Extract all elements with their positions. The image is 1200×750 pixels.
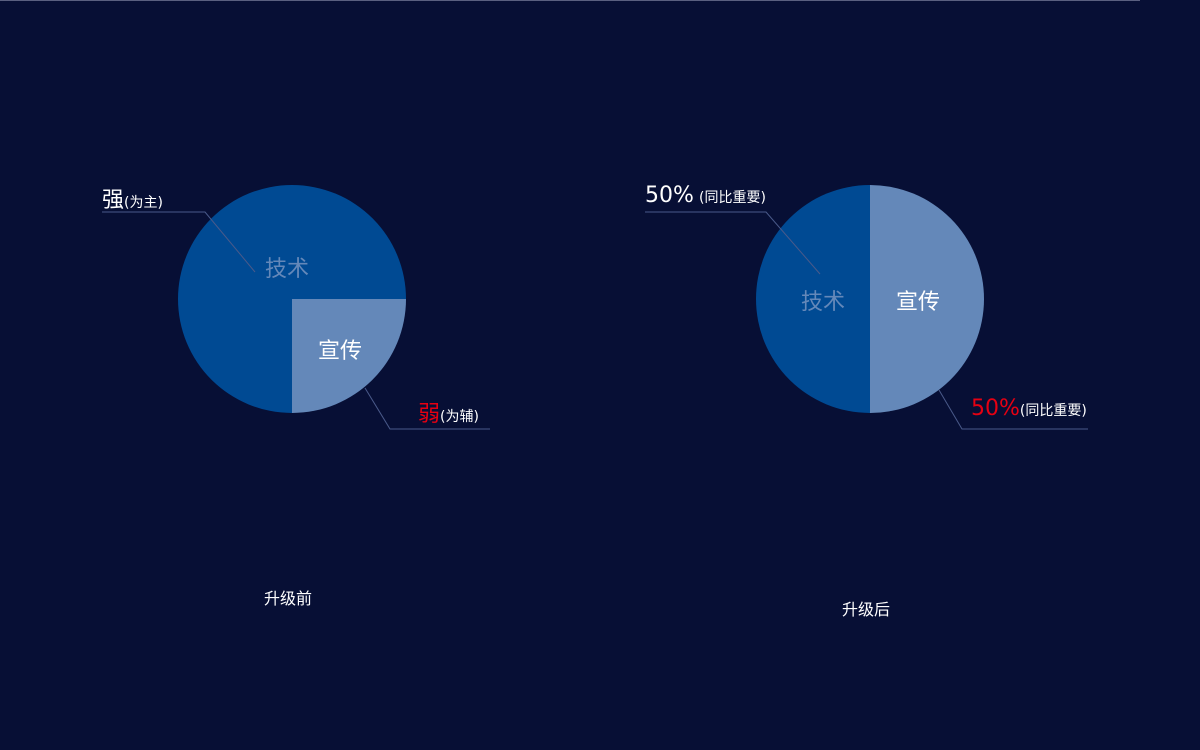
pie-before	[178, 185, 406, 413]
annotation-main: 弱	[418, 402, 441, 427]
pie-slice-promo	[870, 185, 984, 413]
slice-label-tech-before: 技术	[265, 257, 310, 282]
leader-line-after-tech	[645, 211, 821, 275]
top-divider	[0, 0, 1140, 1]
slice-label-promo-after: 宣传	[896, 290, 941, 315]
annotation-before-promo: 弱(为辅)	[418, 396, 479, 428]
annotation-main: 50%	[645, 183, 694, 208]
annotation-main: 强	[102, 188, 125, 213]
annotation-before-tech: 强(为主)	[102, 182, 163, 214]
pie-after	[756, 185, 984, 413]
slice-label-tech-after: 技术	[801, 290, 846, 315]
pie-slice-tech	[756, 185, 870, 413]
pie-slice-promo	[292, 299, 406, 413]
annotation-sub: (为辅)	[440, 409, 479, 425]
annotation-sub: (同比重要)	[699, 190, 766, 206]
chart-title-after: 升级后	[842, 600, 891, 619]
annotation-sub: (同比重要)	[1019, 403, 1087, 419]
annotation-after-promo: 50%(同比重要)	[971, 396, 1087, 421]
leader-line-before-tech	[102, 211, 256, 273]
leader-line-after-promo	[938, 389, 1088, 430]
slice-label-promo-before: 宣传	[318, 339, 363, 364]
annotation-after-tech: 50% (同比重要)	[645, 183, 766, 208]
leader-line-before-promo	[364, 387, 490, 430]
annotation-main: 50%	[971, 396, 1020, 421]
chart-title-before: 升级前	[264, 589, 313, 608]
annotation-sub: (为主)	[124, 195, 163, 211]
